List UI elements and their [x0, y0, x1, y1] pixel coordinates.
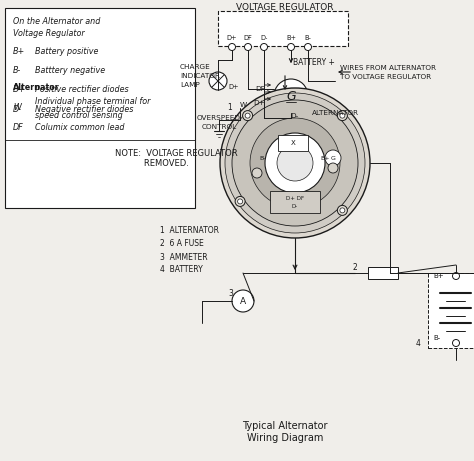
- Circle shape: [328, 163, 338, 173]
- Circle shape: [274, 79, 308, 113]
- Circle shape: [265, 133, 325, 193]
- Text: B-: B-: [13, 66, 21, 76]
- Text: B-: B-: [260, 155, 266, 160]
- Circle shape: [277, 145, 313, 181]
- Text: B+: B+: [286, 35, 296, 41]
- Text: Individual phase terminal for: Individual phase terminal for: [35, 97, 150, 106]
- Circle shape: [243, 111, 253, 121]
- Text: CHARGE: CHARGE: [180, 64, 211, 70]
- Text: D-: D-: [260, 35, 268, 41]
- Circle shape: [453, 339, 459, 347]
- Text: CONTROL: CONTROL: [201, 124, 237, 130]
- Bar: [218, 11, 348, 46]
- Text: speed control sensing: speed control sensing: [35, 111, 123, 119]
- Circle shape: [228, 43, 236, 51]
- Text: 1  ALTERNATOR: 1 ALTERNATOR: [160, 226, 219, 236]
- Text: Battery positive: Battery positive: [35, 47, 99, 57]
- Text: WIRES FROM ALTERNATOR: WIRES FROM ALTERNATOR: [340, 65, 436, 71]
- Text: 2: 2: [353, 262, 358, 272]
- Text: BATTERY +: BATTERY +: [293, 59, 335, 67]
- Circle shape: [237, 199, 243, 204]
- Text: D+ DF: D+ DF: [286, 195, 304, 201]
- Text: W: W: [240, 102, 247, 108]
- Text: G: G: [330, 155, 336, 160]
- Text: Negative rectifier diodes: Negative rectifier diodes: [35, 105, 133, 113]
- Bar: [368, 267, 398, 279]
- Text: INDICATOR: INDICATOR: [180, 73, 220, 79]
- Circle shape: [340, 113, 345, 118]
- Text: DF: DF: [255, 86, 265, 92]
- Circle shape: [325, 150, 341, 166]
- Text: 3  AMMETER: 3 AMMETER: [160, 253, 208, 261]
- Text: D+: D+: [13, 85, 26, 95]
- Text: X: X: [291, 140, 295, 146]
- Circle shape: [209, 72, 227, 90]
- Text: 3: 3: [228, 289, 233, 297]
- Text: D-: D-: [292, 205, 298, 209]
- Circle shape: [250, 118, 340, 208]
- Circle shape: [288, 43, 294, 51]
- Text: LAMP: LAMP: [180, 82, 200, 88]
- Text: On the Alternator and: On the Alternator and: [13, 18, 100, 26]
- Text: W: W: [13, 102, 21, 112]
- Text: 4  BATTERY: 4 BATTERY: [160, 266, 203, 274]
- Text: A: A: [240, 296, 246, 306]
- Text: D-: D-: [290, 113, 298, 119]
- Circle shape: [252, 168, 262, 178]
- Text: Columix common lead: Columix common lead: [35, 124, 125, 132]
- Bar: [278, 135, 308, 151]
- Text: Voltage Regulator: Voltage Regulator: [13, 30, 85, 39]
- Text: D+: D+: [228, 84, 238, 90]
- Circle shape: [225, 93, 365, 233]
- Text: 2  6 A FUSE: 2 6 A FUSE: [160, 240, 204, 248]
- Text: Wiring Diagram: Wiring Diagram: [247, 433, 323, 443]
- Text: D+: D+: [227, 35, 237, 41]
- Text: REMOVED.: REMOVED.: [115, 159, 189, 167]
- Text: NOTE:  VOLTAGE REGULATOR: NOTE: VOLTAGE REGULATOR: [115, 148, 237, 158]
- Text: B+: B+: [433, 273, 444, 279]
- Text: D+: D+: [253, 100, 265, 106]
- Text: D-: D-: [13, 105, 22, 113]
- Text: VOLTAGE REGULATOR: VOLTAGE REGULATOR: [236, 4, 334, 12]
- Circle shape: [232, 290, 254, 312]
- Text: Positive rectifier diodes: Positive rectifier diodes: [35, 85, 128, 95]
- Circle shape: [261, 43, 267, 51]
- Circle shape: [232, 100, 358, 226]
- Circle shape: [245, 113, 250, 118]
- Text: DF: DF: [244, 35, 252, 41]
- Text: Alternator: Alternator: [13, 83, 60, 93]
- Text: B-: B-: [433, 335, 440, 341]
- Circle shape: [220, 88, 370, 238]
- Bar: [5, 8, 195, 208]
- Text: B+: B+: [13, 47, 25, 57]
- Bar: [270, 191, 320, 213]
- Text: TO VOLTAGE REGULATOR: TO VOLTAGE REGULATOR: [340, 74, 431, 80]
- Bar: [428, 273, 474, 348]
- Circle shape: [340, 208, 345, 213]
- Text: ALTERNATOR: ALTERNATOR: [312, 110, 359, 116]
- Circle shape: [337, 206, 347, 215]
- Text: 4: 4: [416, 338, 421, 348]
- Text: DF: DF: [13, 124, 24, 132]
- Text: Typical Alternator: Typical Alternator: [242, 421, 328, 431]
- Circle shape: [337, 111, 347, 121]
- Circle shape: [235, 196, 245, 207]
- Text: B-: B-: [305, 35, 311, 41]
- Circle shape: [304, 43, 311, 51]
- Text: G: G: [286, 89, 296, 102]
- Text: OVERSPEED: OVERSPEED: [197, 115, 241, 121]
- Text: B+: B+: [320, 155, 330, 160]
- Circle shape: [453, 272, 459, 279]
- Circle shape: [245, 43, 252, 51]
- Text: 1: 1: [228, 104, 232, 112]
- Text: Batttery negative: Batttery negative: [35, 66, 105, 76]
